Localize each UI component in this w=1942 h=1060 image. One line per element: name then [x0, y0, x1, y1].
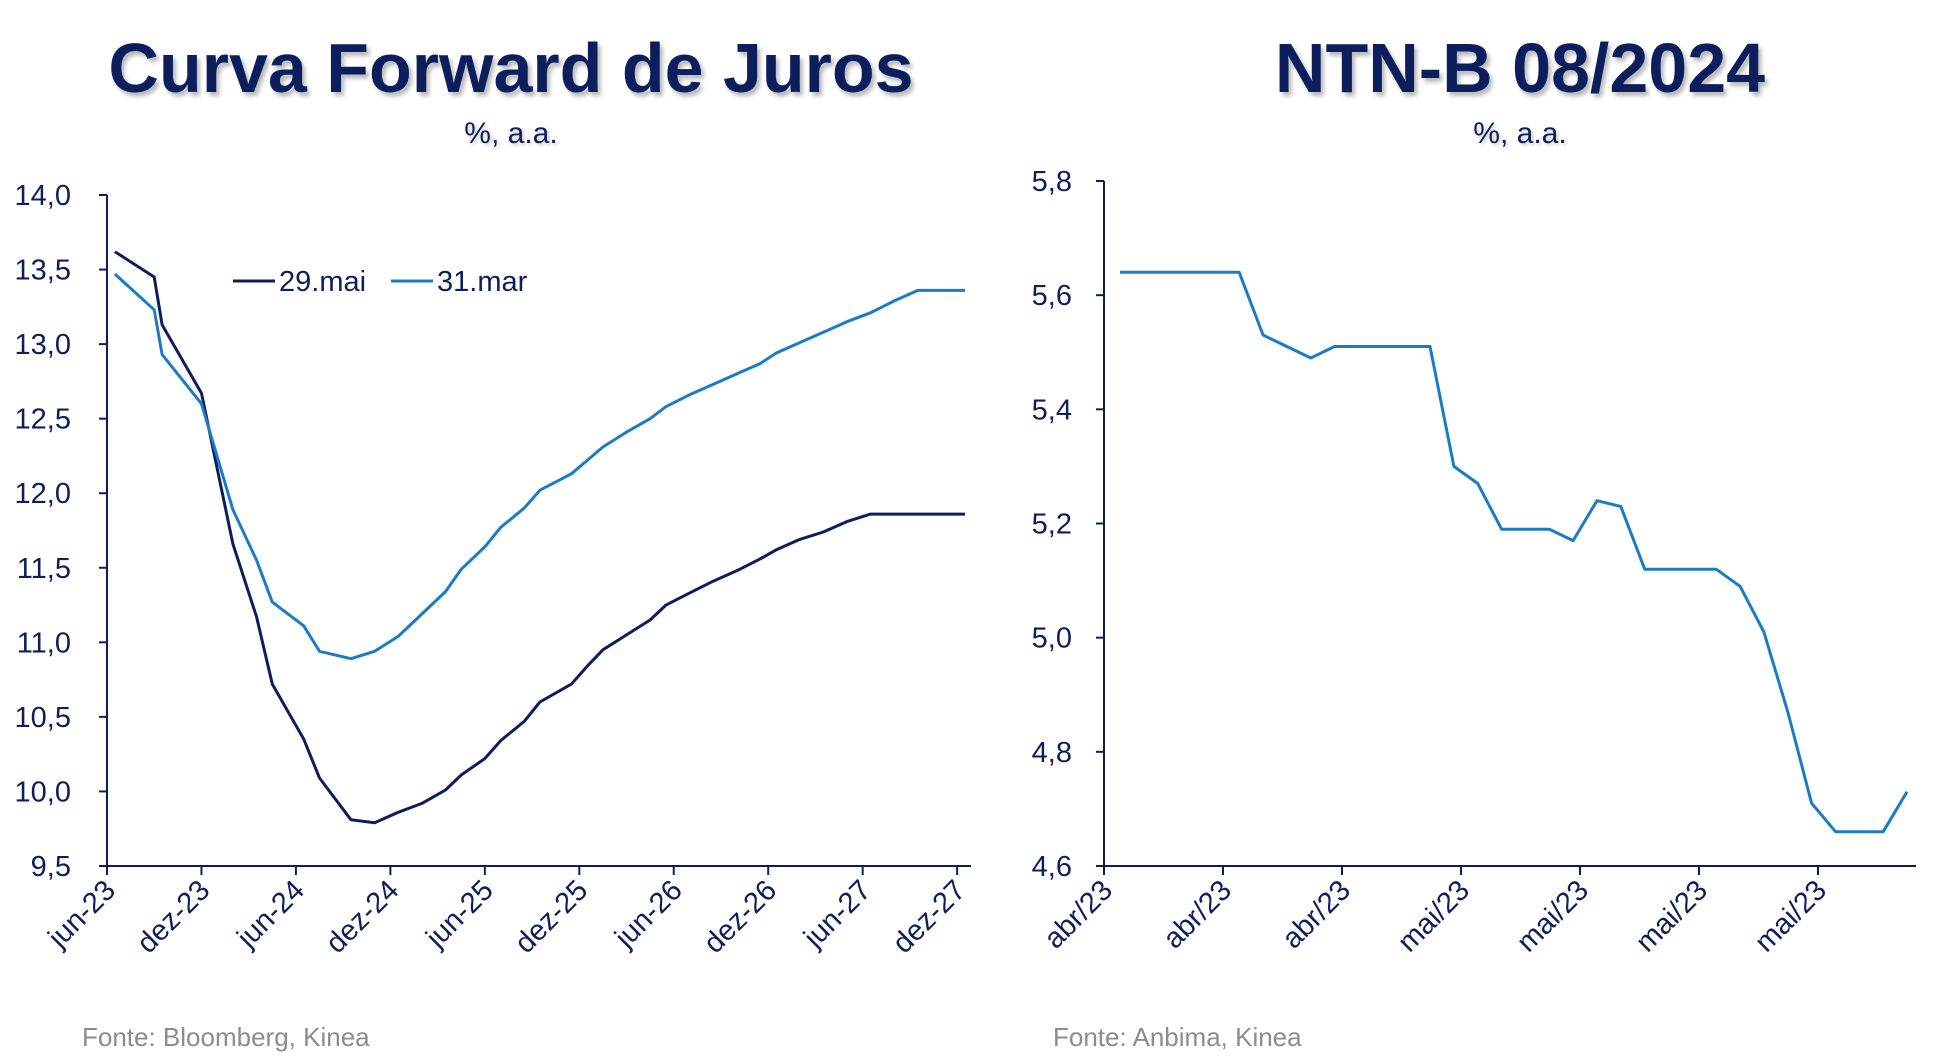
right-y-tick-label: 5,0: [1032, 623, 1072, 655]
left-y-tick-label: 12,0: [15, 478, 71, 510]
left-x-tick-label: dez-23: [131, 874, 216, 959]
ntnb-chart: 4,6 4,8 5,0 5,2 5,4 5,6 5,8 abr/23 abr/23 abr/23 m…: [1032, 166, 1916, 959]
right-x-tick-label: abr/23: [1276, 874, 1357, 955]
right-x-tick-label: mai/23: [1749, 874, 1833, 958]
right-x-tick-label: mai/23: [1630, 874, 1714, 958]
right-y-tick-label: 5,6: [1032, 280, 1072, 312]
left-y-tick-label: 12,5: [15, 404, 71, 436]
right-y-tick-label: 4,6: [1032, 851, 1072, 883]
left-y-tick-label: 14,0: [15, 180, 71, 212]
right-chart-subtitle: %, a.a.: [1473, 117, 1567, 150]
right-x-tick-label: abr/23: [1157, 874, 1238, 955]
forward-curve-chart: 9,5 10,0 10,5 11,0 11,5 12,0 12,5 13,0 13,5 14,0 j…: [15, 180, 973, 960]
right-chart-title: NTN-B 08/2024: [1274, 29, 1766, 107]
left-x-tick-label: jun-26: [608, 874, 688, 954]
left-x-tick-label: jun-25: [419, 874, 499, 954]
right-series-line-0: [1120, 270, 1909, 834]
left-y-tick-label: 11,5: [17, 553, 71, 585]
left-x-tick-label: jun-24: [231, 874, 311, 954]
right-y-tick-label: 4,8: [1032, 737, 1072, 769]
left-chart-subtitle: %, a.a.: [464, 117, 558, 150]
legend-label-0: 29.mai: [279, 266, 366, 298]
left-chart-source: Fonte: Bloomberg, Kinea: [82, 1022, 370, 1052]
left-series-line-0: [114, 250, 965, 825]
right-y-tick-label: 5,8: [1032, 166, 1072, 198]
right-chart-source: Fonte: Anbima, Kinea: [1053, 1022, 1302, 1052]
right-x-tick-label: mai/23: [1511, 874, 1595, 958]
left-x-tick-label: dez-25: [509, 874, 594, 959]
left-y-tick-label: 10,5: [15, 702, 71, 734]
left-y-tick-label: 11,0: [17, 627, 71, 659]
left-x-tick-label: jun-23: [42, 874, 122, 954]
left-x-tick-label: dez-27: [887, 874, 972, 959]
left-chart-title: Curva Forward de Juros: [108, 29, 914, 107]
right-x-tick-label: mai/23: [1392, 874, 1476, 958]
left-y-tick-label: 13,5: [15, 255, 71, 287]
left-y-tick-label: 13,0: [15, 329, 71, 361]
right-x-tick-label: abr/23: [1038, 874, 1119, 955]
left-y-tick-label: 10,0: [15, 776, 71, 808]
left-series-line-1: [113, 272, 965, 661]
left-y-tick-label: 9,5: [31, 851, 71, 883]
left-x-tick-label: dez-26: [698, 874, 783, 959]
right-y-tick-label: 5,2: [1032, 509, 1072, 541]
right-y-tick-label: 5,4: [1032, 394, 1072, 426]
left-x-tick-label: jun-27: [797, 874, 877, 954]
legend-label-1: 31.mar: [437, 266, 528, 298]
left-x-tick-label: dez-24: [320, 874, 405, 959]
